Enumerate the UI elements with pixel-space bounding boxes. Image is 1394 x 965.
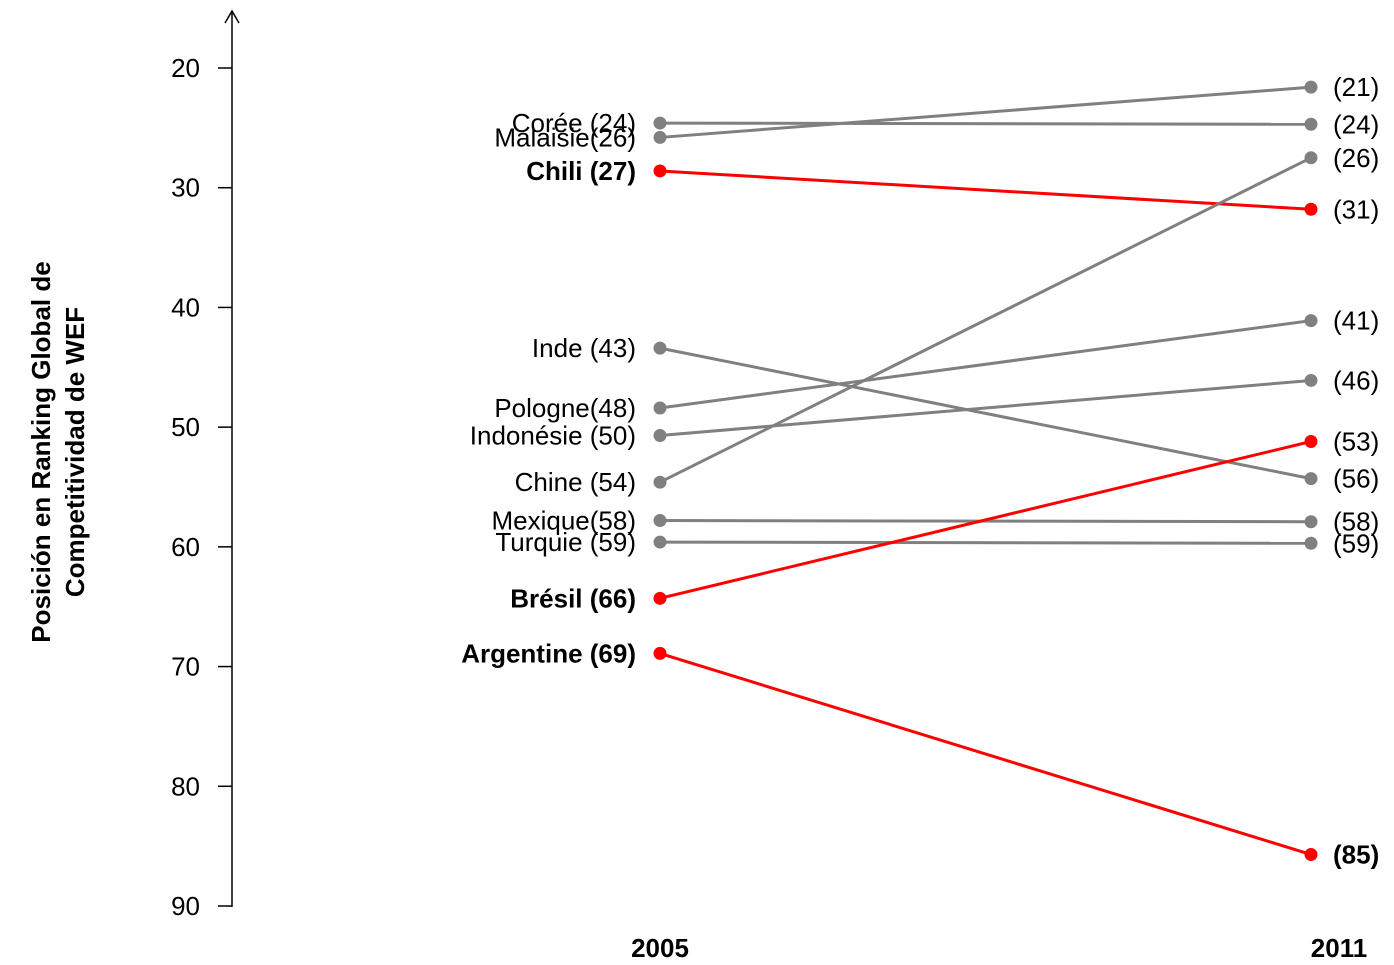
label-2005: Malaisie(26): [494, 122, 636, 152]
series-Corée: [653, 116, 1318, 131]
label-2005: Inde (43): [532, 333, 636, 363]
y-axis-title-line: Competitividad de WEF: [60, 307, 90, 597]
x-axis-year-labels: 2005 2011: [631, 933, 1367, 963]
series-line: [659, 540, 1312, 545]
label-2005: Corée (24): [512, 108, 636, 138]
label-2011: (24): [1333, 109, 1379, 139]
point-2005: [653, 514, 667, 528]
series-labels: Corée (24) (24) Malaisie(26) (21) Chili (27)…: [461, 72, 1379, 869]
y-tick-label: 90: [171, 891, 200, 921]
point-2005: [653, 535, 667, 549]
y-tick-label: 40: [171, 292, 200, 322]
series-line: [659, 85, 1312, 139]
label-2005: Chine (54): [515, 467, 636, 497]
series-line: [659, 169, 1312, 211]
y-tick-label: 20: [171, 53, 200, 83]
label-2011: (46): [1333, 365, 1379, 395]
x-tick-label: 2011: [1311, 933, 1367, 963]
point-2011: [1304, 151, 1318, 165]
series-Inde: [653, 341, 1318, 486]
label-2011: (56): [1333, 464, 1379, 494]
series-Indonésie: [653, 373, 1318, 443]
point-2005: [653, 116, 667, 130]
y-tick-label: 50: [171, 412, 200, 442]
point-2005: [653, 341, 667, 355]
point-2005: [653, 401, 667, 415]
point-2011: [1304, 314, 1318, 328]
series-Malaisie: [653, 80, 1318, 144]
point-2011: [1304, 373, 1318, 387]
point-2005: [653, 591, 667, 605]
label-2005: Turquie (59): [495, 527, 636, 557]
x-tick-label: 2005: [631, 933, 689, 963]
point-2011: [1304, 117, 1318, 131]
point-2011: [1304, 435, 1318, 449]
point-2011: [1304, 80, 1318, 94]
y-axis: 20 30 40 50 60 70 80 90: [171, 9, 240, 921]
y-axis-arrow: [224, 9, 240, 24]
y-tick-label: 60: [171, 532, 200, 562]
point-2005: [653, 429, 667, 443]
series-Pologne: [653, 314, 1318, 415]
point-2005: [653, 646, 667, 660]
series-line: [659, 346, 1312, 481]
label-2005: Chili (27): [526, 156, 636, 186]
y-tick-label: 30: [171, 173, 200, 203]
label-2005: Mexique(58): [491, 506, 636, 536]
series-line: [659, 156, 1312, 484]
y-axis-title: Posición en Ranking Global de Competitivi…: [26, 261, 90, 642]
label-2011: (59): [1333, 528, 1379, 558]
series-Argentine: [653, 646, 1318, 862]
series-lines: [653, 80, 1318, 862]
y-tick-label: 70: [171, 652, 200, 682]
point-2011: [1304, 472, 1318, 486]
point-2011: [1304, 515, 1318, 529]
series-Chine: [653, 151, 1318, 489]
label-2005: Pologne(48): [494, 393, 636, 423]
series-line: [659, 440, 1312, 600]
y-tick-label: 80: [171, 771, 200, 801]
label-2011: (58): [1333, 507, 1379, 537]
series-line: [659, 121, 1312, 126]
label-2005: Brésil (66): [510, 583, 636, 613]
series-Brésil: [653, 435, 1318, 605]
label-2011: (21): [1333, 72, 1379, 102]
label-2011: (26): [1333, 143, 1379, 173]
label-2005: Argentine (69): [461, 638, 636, 668]
point-2011: [1304, 536, 1318, 550]
label-2011: (53): [1333, 427, 1379, 457]
point-2005: [653, 164, 667, 178]
label-2011: (31): [1333, 194, 1379, 224]
series-Turquie: [653, 535, 1318, 550]
point-2005: [653, 475, 667, 489]
point-2011: [1304, 848, 1318, 862]
point-2005: [653, 130, 667, 144]
point-2011: [1304, 202, 1318, 216]
label-2011: (41): [1333, 306, 1379, 336]
label-2011: (85): [1333, 840, 1379, 870]
y-axis-title-line: Posición en Ranking Global de: [26, 261, 56, 642]
series-line: [659, 378, 1312, 438]
series-Chili: [653, 164, 1318, 216]
series-line: [659, 319, 1312, 410]
label-2005: Indonésie (50): [470, 421, 636, 451]
series-line: [659, 651, 1312, 856]
